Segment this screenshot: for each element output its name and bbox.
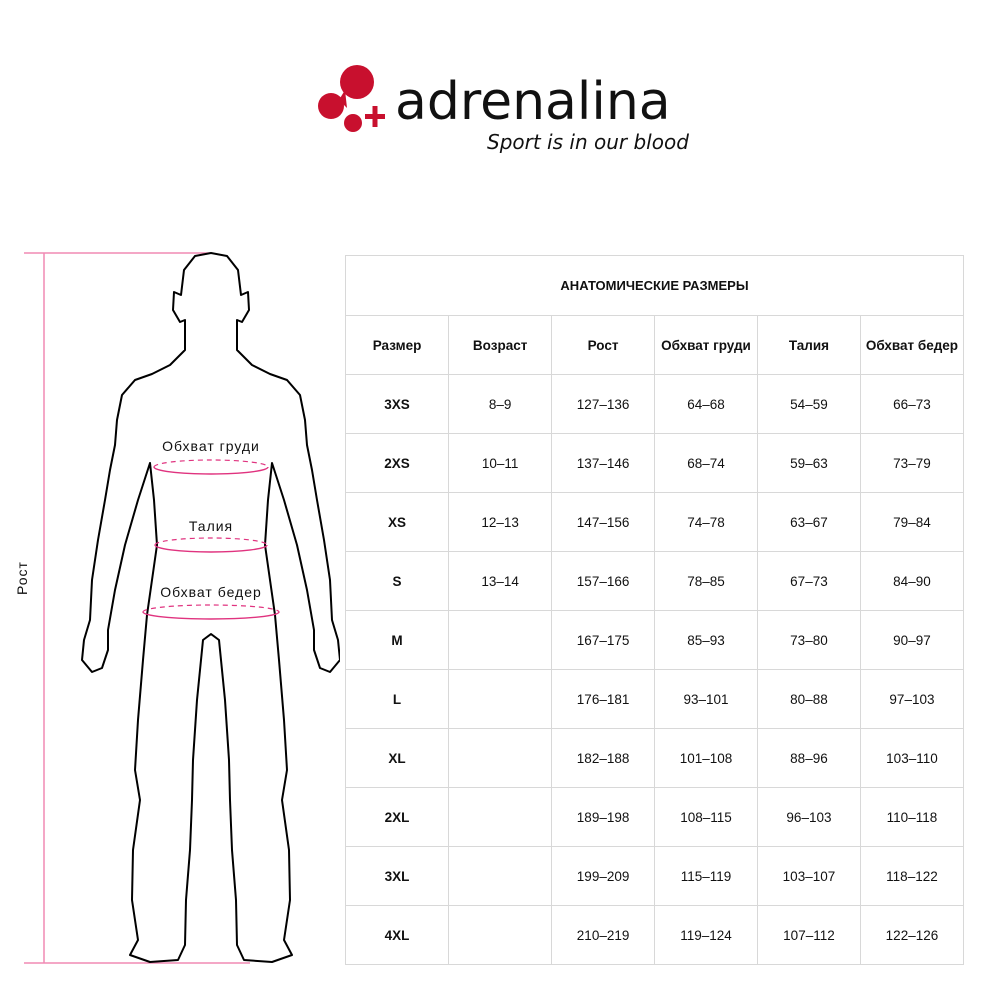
table-cell: 74–78 (653, 492, 759, 552)
brand-name: adrenalina (395, 72, 671, 132)
table-cell: 108–115 (653, 787, 759, 847)
brand-tagline: Sport is in our blood (487, 130, 689, 154)
table-cell: 84–90 (859, 551, 965, 611)
chest-measure-ellipse-back (153, 459, 269, 468)
table-cell: 107–112 (757, 905, 861, 965)
column-header: Обхват бедер (859, 315, 965, 375)
table-cell: 73–79 (859, 433, 965, 493)
table-cell: 63–67 (757, 492, 861, 552)
table-title: АНАТОМИЧЕСКИЕ РАЗМЕРЫ (345, 255, 964, 316)
table-cell (448, 787, 553, 847)
table-cell: 157–166 (551, 551, 655, 611)
waist-measure-ellipse-back (154, 537, 268, 546)
table-row: XS 12–13 147–156 74–78 63–67 79–84 (344, 492, 965, 552)
table-cell: 59–63 (757, 433, 861, 493)
table-cell: 103–110 (859, 728, 965, 788)
table-cell: 103–107 (757, 846, 861, 906)
table-cell: 97–103 (859, 669, 965, 729)
table-cell: 64–68 (653, 374, 759, 434)
height-measure-line (24, 252, 250, 964)
table-cell (448, 905, 553, 965)
table-cell: 118–122 (859, 846, 965, 906)
table-row: 4XL 210–219 119–124 107–112 122–126 (344, 905, 965, 965)
table-row: 3XL 199–209 115–119 103–107 118–122 (344, 846, 965, 906)
table-cell: 13–14 (448, 551, 553, 611)
table-cell: 88–96 (757, 728, 861, 788)
table-cell: 101–108 (653, 728, 759, 788)
table-cell: 85–93 (653, 610, 759, 670)
table-cell: 147–156 (551, 492, 655, 552)
table-cell: 8–9 (448, 374, 553, 434)
table-cell: 127–136 (551, 374, 655, 434)
waist-label: Талия (188, 518, 234, 534)
size-cell: 2XL (344, 787, 450, 847)
table-cell: 137–146 (551, 433, 655, 493)
hips-measure-ellipse-back (142, 604, 280, 613)
table-row: S 13–14 157–166 78–85 67–73 84–90 (344, 551, 965, 611)
table-cell: 10–11 (448, 433, 553, 493)
table-cell: 182–188 (551, 728, 655, 788)
table-cell: 210–219 (551, 905, 655, 965)
table-cell: 73–80 (757, 610, 861, 670)
chest-label: Обхват груди (162, 438, 260, 454)
table-cell (448, 669, 553, 729)
table-cell: 176–181 (551, 669, 655, 729)
table-row: 3XS 8–9 127–136 64–68 54–59 66–73 (344, 374, 965, 434)
column-header: Обхват груди (653, 315, 759, 375)
size-cell: L (344, 669, 450, 729)
table-row: L 176–181 93–101 80–88 97–103 (344, 669, 965, 729)
table-cell (448, 728, 553, 788)
table-row: M 167–175 85–93 73–80 90–97 (344, 610, 965, 670)
hips-measure-ellipse-front (142, 611, 280, 620)
brand-logo: adrenalina Sport is in our blood (315, 62, 695, 162)
table-cell: 199–209 (551, 846, 655, 906)
table-cell: 66–73 (859, 374, 965, 434)
body-outline (81, 252, 340, 963)
logo-mark-icon (318, 65, 385, 132)
table-cell: 119–124 (653, 905, 759, 965)
table-cell (448, 610, 553, 670)
column-header: Рост (551, 315, 655, 375)
table-cell: 122–126 (859, 905, 965, 965)
table-cell: 93–101 (653, 669, 759, 729)
table-cell: 80–88 (757, 669, 861, 729)
header-row: Размер Возраст Рост Обхват груди Талия Обхват… (344, 315, 965, 375)
table-row: XL 182–188 101–108 88–96 103–110 (344, 728, 965, 788)
column-header: Возраст (448, 315, 553, 375)
size-cell: 4XL (344, 905, 450, 965)
table-cell (448, 846, 553, 906)
size-cell: 3XS (344, 374, 450, 434)
table-cell: 79–84 (859, 492, 965, 552)
table-cell: 90–97 (859, 610, 965, 670)
size-cell: M (344, 610, 450, 670)
waist-measure-ellipse-front (154, 544, 268, 553)
table-cell: 115–119 (653, 846, 759, 906)
table-cell: 167–175 (551, 610, 655, 670)
table-cell: 110–118 (859, 787, 965, 847)
table-cell: 54–59 (757, 374, 861, 434)
table-cell: 96–103 (757, 787, 861, 847)
size-cell: XS (344, 492, 450, 552)
column-header: Талия (757, 315, 861, 375)
size-cell: 3XL (344, 846, 450, 906)
table-cell: 189–198 (551, 787, 655, 847)
size-table: АНАТОМИЧЕСКИЕ РАЗМЕРЫ Размер Возраст Рост О… (344, 255, 965, 965)
chest-measure-ellipse-front (153, 466, 269, 475)
height-label: Рост (14, 561, 30, 595)
column-header: Размер (344, 315, 450, 375)
size-cell: XL (344, 728, 450, 788)
table-row: 2XS 10–11 137–146 68–74 59–63 73–79 (344, 433, 965, 493)
body-figure (24, 252, 340, 964)
table-cell: 68–74 (653, 433, 759, 493)
size-cell: 2XS (344, 433, 450, 493)
table-cell: 12–13 (448, 492, 553, 552)
hips-label: Обхват бедер (160, 584, 262, 600)
table-cell: 78–85 (653, 551, 759, 611)
size-cell: S (344, 551, 450, 611)
table-row: 2XL 189–198 108–115 96–103 110–118 (344, 787, 965, 847)
table-cell: 67–73 (757, 551, 861, 611)
